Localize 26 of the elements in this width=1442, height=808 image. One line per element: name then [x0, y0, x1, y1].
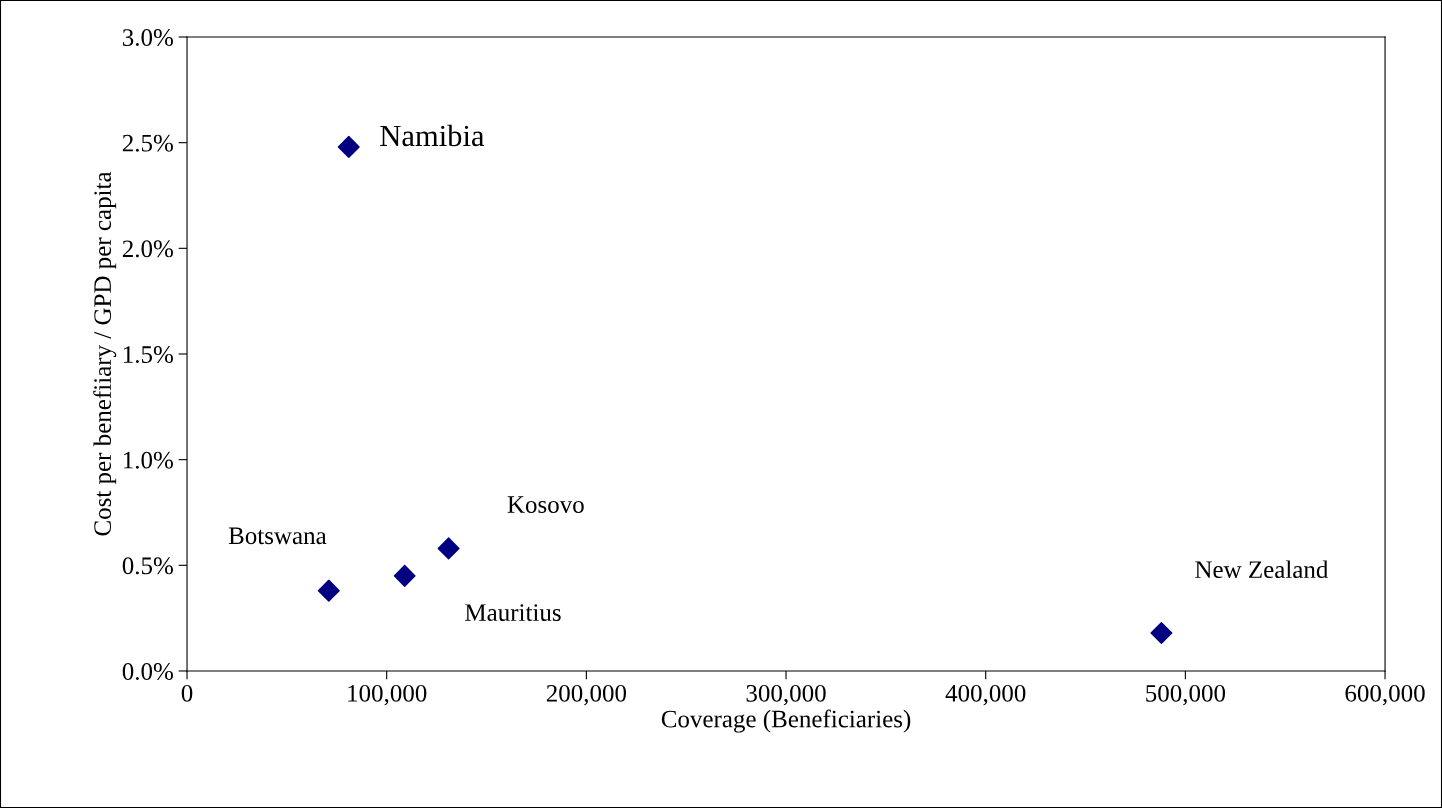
annotation: Namibia	[380, 124, 485, 147]
point	[1150, 621, 1173, 644]
y-tick-label: 1.5%	[123, 346, 173, 364]
y-tick-label: 2.0%	[122, 240, 173, 258]
annotation: New Zealand	[1195, 560, 1329, 579]
point	[437, 537, 460, 560]
x-tick-label: 0	[181, 684, 193, 702]
x-tick-label: 200,000	[546, 684, 627, 706]
annotation: Mauritius	[465, 604, 561, 622]
y-tick-label: 1.0%	[123, 451, 173, 469]
y-tick-label: 3.0%	[122, 29, 173, 47]
y-tick-label: 0.0%	[122, 663, 173, 680]
x-axis-title: Coverage (Beneficiaries)	[661, 709, 911, 733]
y-tick-label: 0.5%	[122, 557, 173, 575]
annotation: Botswana	[228, 527, 327, 545]
point	[317, 579, 340, 602]
x-tick-label: 100,000	[348, 684, 427, 706]
point	[393, 564, 416, 587]
x-tick-label: 600,000	[1345, 684, 1425, 706]
y-tick-label: 2.5%	[122, 134, 173, 152]
x-tick-label: 300,000	[746, 684, 826, 706]
x-tick-label: 400,000	[945, 684, 1026, 706]
point	[337, 135, 360, 158]
y-axis-title: Cost per benefiiary / GPD per capita	[93, 171, 117, 536]
annotation: Kosovo	[507, 496, 584, 513]
x-tick-label: 500,000	[1146, 684, 1226, 706]
